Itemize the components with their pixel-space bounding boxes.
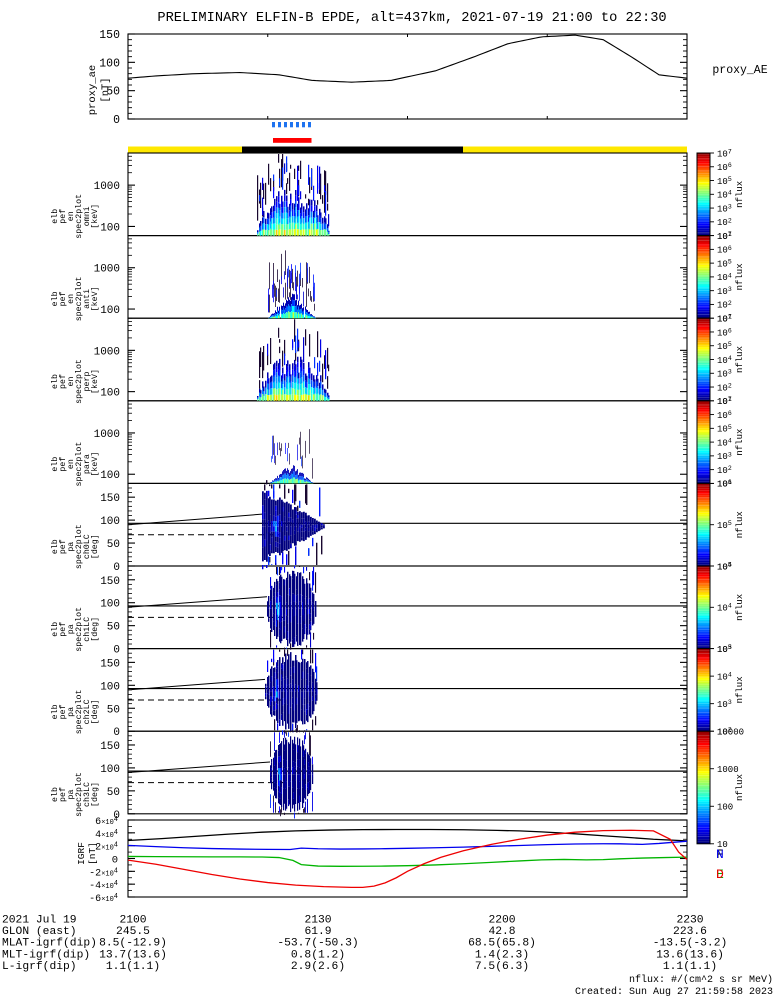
svg-text:nflux: nflux — [735, 429, 745, 456]
svg-text:100: 100 — [100, 222, 120, 234]
svg-text:[deg]: [deg] — [90, 699, 100, 724]
svg-text:100: 100 — [100, 764, 120, 776]
svg-text:0: 0 — [113, 727, 120, 739]
svg-text:[deg]: [deg] — [90, 782, 100, 807]
svg-text:0: 0 — [112, 855, 118, 867]
svg-text:-53.7(-50.3): -53.7(-50.3) — [277, 938, 358, 950]
svg-text:Created: Sun Aug 27 21:59:58 2: Created: Sun Aug 27 21:59:58 2023 — [575, 986, 773, 998]
svg-text:100: 100 — [100, 599, 120, 611]
svg-text:[nT]: [nT] — [87, 842, 98, 865]
svg-text:MLAT-igrf(dip): MLAT-igrf(dip) — [2, 938, 97, 950]
svg-text:proxy_ae: proxy_ae — [87, 65, 99, 115]
svg-text:1.1(1.1): 1.1(1.1) — [106, 961, 160, 973]
svg-text:0: 0 — [113, 645, 120, 657]
svg-text:150: 150 — [100, 658, 120, 670]
svg-text:nflux: nflux — [735, 181, 745, 208]
svg-text:nflux: nflux — [735, 774, 745, 801]
svg-text:223.6: 223.6 — [673, 926, 707, 938]
svg-text:nflux: #/(cm^2 s sr MeV): nflux: #/(cm^2 s sr MeV) — [629, 974, 773, 986]
svg-text:GLON (east): GLON (east) — [2, 926, 77, 938]
svg-text:50: 50 — [107, 704, 120, 716]
svg-text:1.4(2.3): 1.4(2.3) — [475, 949, 529, 961]
svg-text:[keV]: [keV] — [90, 369, 100, 394]
svg-text:245.5: 245.5 — [116, 926, 150, 938]
svg-text:[deg]: [deg] — [90, 534, 100, 559]
svg-text:8.5(-12.9): 8.5(-12.9) — [99, 938, 167, 950]
svg-text:1.1(1.1): 1.1(1.1) — [663, 961, 717, 973]
svg-text:100: 100 — [100, 305, 120, 317]
svg-text:proxy_AE: proxy_AE — [712, 64, 767, 77]
svg-text:2.9(2.6): 2.9(2.6) — [291, 961, 345, 973]
svg-text:-13.5(-3.2): -13.5(-3.2) — [653, 938, 728, 950]
svg-text:150: 150 — [100, 576, 120, 588]
svg-text:nflux: nflux — [735, 594, 745, 621]
svg-text:0: 0 — [113, 562, 120, 574]
svg-text:100: 100 — [100, 388, 120, 400]
svg-text:50: 50 — [107, 787, 120, 799]
svg-text:13.6(13.6): 13.6(13.6) — [656, 949, 724, 961]
svg-text:61.9: 61.9 — [304, 926, 331, 938]
svg-text:100: 100 — [99, 57, 120, 70]
svg-text:100: 100 — [100, 470, 120, 482]
svg-text:IGRF: IGRF — [76, 842, 87, 865]
svg-text:[keV]: [keV] — [90, 452, 100, 477]
svg-text:150: 150 — [99, 29, 120, 42]
svg-text:2100: 2100 — [119, 914, 146, 926]
svg-text:MLT-igrf(dip): MLT-igrf(dip) — [2, 949, 90, 961]
svg-text:L-igrf(dip): L-igrf(dip) — [2, 961, 77, 973]
svg-text:1000: 1000 — [717, 765, 739, 775]
svg-text:100: 100 — [717, 803, 733, 813]
svg-text:10000: 10000 — [717, 728, 744, 738]
svg-text:68.5(65.8): 68.5(65.8) — [468, 938, 536, 950]
svg-text:50: 50 — [107, 539, 120, 551]
svg-text:50: 50 — [107, 622, 120, 634]
svg-text:nflux: nflux — [735, 676, 745, 703]
svg-text:7.5(6.3): 7.5(6.3) — [475, 961, 529, 973]
svg-text:1000: 1000 — [94, 181, 120, 193]
svg-text:42.8: 42.8 — [488, 926, 515, 938]
svg-text:nflux: nflux — [735, 263, 745, 290]
svg-text:1000: 1000 — [94, 264, 120, 276]
svg-text:[keV]: [keV] — [90, 204, 100, 229]
svg-text:N: N — [716, 847, 724, 862]
svg-text:PRELIMINARY ELFIN-B EPDE, alt=: PRELIMINARY ELFIN-B EPDE, alt=437km, 202… — [157, 11, 666, 26]
svg-text:nflux: nflux — [735, 511, 745, 538]
svg-text:2200: 2200 — [488, 914, 515, 926]
svg-text:1000: 1000 — [94, 346, 120, 358]
svg-text:[keV]: [keV] — [90, 286, 100, 311]
svg-text:100: 100 — [100, 681, 120, 693]
svg-text:13.7(13.6): 13.7(13.6) — [99, 949, 167, 961]
svg-text:2021 Jul 19: 2021 Jul 19 — [2, 914, 77, 926]
svg-text:D: D — [716, 867, 724, 882]
svg-text:2130: 2130 — [304, 914, 331, 926]
svg-text:0.8(1.2): 0.8(1.2) — [291, 949, 345, 961]
svg-text:150: 150 — [100, 493, 120, 505]
svg-text:[nT]: [nT] — [100, 77, 112, 102]
svg-text:nflux: nflux — [735, 346, 745, 373]
svg-text:100: 100 — [100, 516, 120, 528]
svg-text:1000: 1000 — [94, 429, 120, 441]
svg-text:[deg]: [deg] — [90, 617, 100, 642]
svg-text:150: 150 — [100, 741, 120, 753]
svg-text:2230: 2230 — [676, 914, 703, 926]
svg-text:0: 0 — [113, 114, 120, 127]
